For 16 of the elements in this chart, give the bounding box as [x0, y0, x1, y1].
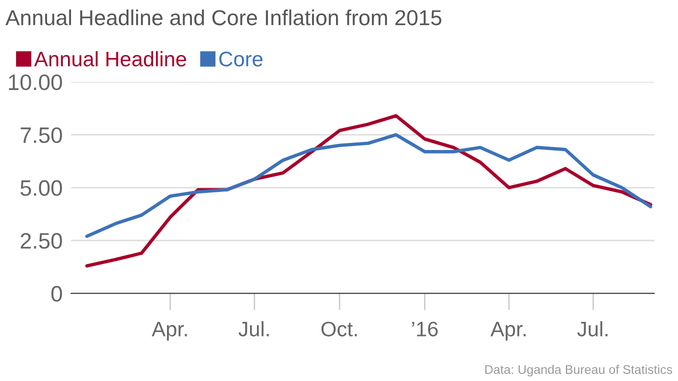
x-tick-label: Apr. — [490, 322, 526, 341]
x-tick-label: Jul. — [238, 321, 269, 336]
y-tick-label: 0 — [51, 286, 62, 302]
y-tick-label: 2.50 — [20, 233, 62, 249]
x-tick-label: Apr. — [152, 322, 187, 341]
chart-title: Annual Headline and Core Inflation from 2015 — [5, 10, 442, 26]
text: Data: Uganda Bureau of Statistics — [485, 364, 672, 376]
y-tick-label: 10.00 — [8, 74, 62, 90]
legend-label: Annual Headline — [34, 51, 186, 66]
y-tick-label: 5.00 — [20, 180, 62, 196]
x-tick-label: ’16 — [412, 322, 438, 336]
legend-label: Core — [219, 52, 262, 66]
line-series — [85, 133, 652, 238]
x-tick-label: Oct. — [321, 322, 357, 336]
y-tick-label: 7.50 — [20, 127, 62, 144]
x-tick-label: Jul. — [577, 321, 608, 336]
